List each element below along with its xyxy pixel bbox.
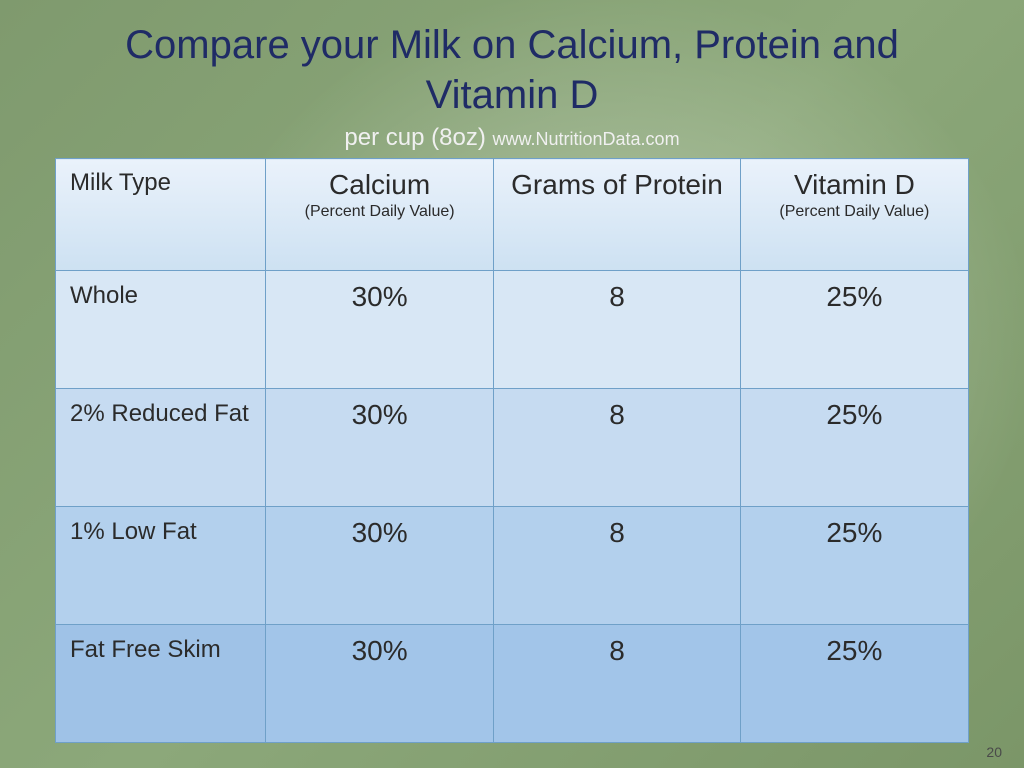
table-row: 2% Reduced Fat 30% 8 25% <box>56 389 969 507</box>
cell-calcium: 30% <box>265 625 493 743</box>
cell-protein: 8 <box>494 271 741 389</box>
cell-vitd: 25% <box>740 271 968 389</box>
slide-content: Compare your Milk on Calcium, Protein an… <box>0 0 1024 768</box>
col-header-calcium: Calcium (Percent Daily Value) <box>265 159 493 271</box>
row-label: 2% Reduced Fat <box>56 389 266 507</box>
cell-protein: 8 <box>494 625 741 743</box>
table-row: Whole 30% 8 25% <box>56 271 969 389</box>
table-row: Fat Free Skim 30% 8 25% <box>56 625 969 743</box>
col-header-label: Vitamin D <box>794 169 915 200</box>
subtitle-source: www.NutritionData.com <box>493 129 680 149</box>
col-header-vitamin-d: Vitamin D (Percent Daily Value) <box>740 159 968 271</box>
col-header-sub: (Percent Daily Value) <box>280 203 479 221</box>
cell-vitd: 25% <box>740 625 968 743</box>
row-label: Fat Free Skim <box>56 625 266 743</box>
cell-protein: 8 <box>494 389 741 507</box>
table-header-row: Milk Type Calcium (Percent Daily Value) … <box>56 159 969 271</box>
milk-comparison-table: Milk Type Calcium (Percent Daily Value) … <box>55 158 969 743</box>
table-row: 1% Low Fat 30% 8 25% <box>56 507 969 625</box>
col-header-label: Grams of Protein <box>511 169 723 200</box>
row-label: 1% Low Fat <box>56 507 266 625</box>
col-header-sub: (Percent Daily Value) <box>755 203 954 221</box>
cell-calcium: 30% <box>265 389 493 507</box>
page-number: 20 <box>986 744 1002 760</box>
cell-vitd: 25% <box>740 389 968 507</box>
col-header-protein: Grams of Protein <box>494 159 741 271</box>
subtitle-main: per cup (8oz) <box>344 124 492 151</box>
col-header-label: Milk Type <box>70 169 171 196</box>
slide-title: Compare your Milk on Calcium, Protein an… <box>55 20 969 120</box>
cell-calcium: 30% <box>265 507 493 625</box>
row-label: Whole <box>56 271 266 389</box>
cell-vitd: 25% <box>740 507 968 625</box>
col-header-milk-type: Milk Type <box>56 159 266 271</box>
col-header-label: Calcium <box>329 169 430 200</box>
slide-subtitle: per cup (8oz) www.NutritionData.com <box>55 124 969 152</box>
cell-protein: 8 <box>494 507 741 625</box>
cell-calcium: 30% <box>265 271 493 389</box>
